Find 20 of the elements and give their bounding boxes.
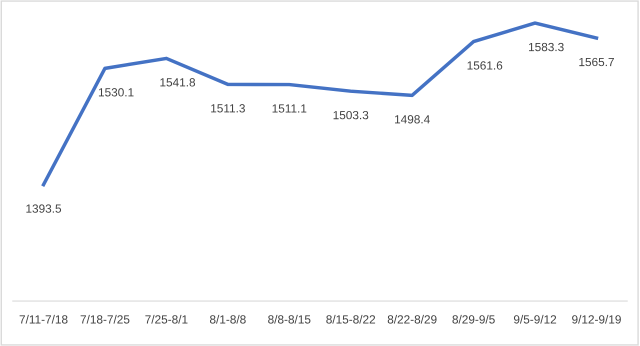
data-label: 1565.7: [579, 58, 614, 66]
data-label: 1393.5: [26, 204, 62, 213]
x-tick-label: 7/25-8/1: [145, 314, 188, 324]
x-tick-label: 8/29-9/5: [452, 314, 495, 324]
x-tick-label: 7/11-7/18: [20, 314, 68, 324]
data-label: 1583.3: [529, 42, 564, 52]
data-label: 1530.1: [98, 88, 134, 96]
data-label: 1561.6: [468, 61, 502, 70]
x-tick-label: 7/18-7/25: [80, 314, 130, 324]
data-label: 1511.1: [272, 104, 306, 113]
data-label: 1503.3: [334, 110, 368, 120]
x-tick-label: 8/22-8/29: [388, 314, 437, 324]
data-label: 1541.8: [160, 78, 196, 87]
x-tick-label: 9/5-9/12: [514, 314, 556, 324]
x-tick-label: 8/15-8/22: [326, 314, 376, 324]
x-tick-label: 8/8-8/15: [268, 314, 310, 324]
x-tick-label: 9/12-9/19: [572, 314, 621, 324]
data-label: 1498.4: [395, 115, 430, 124]
x-tick-label: 8/1-8/8: [210, 314, 246, 324]
data-label: 1511.3: [211, 104, 245, 112]
